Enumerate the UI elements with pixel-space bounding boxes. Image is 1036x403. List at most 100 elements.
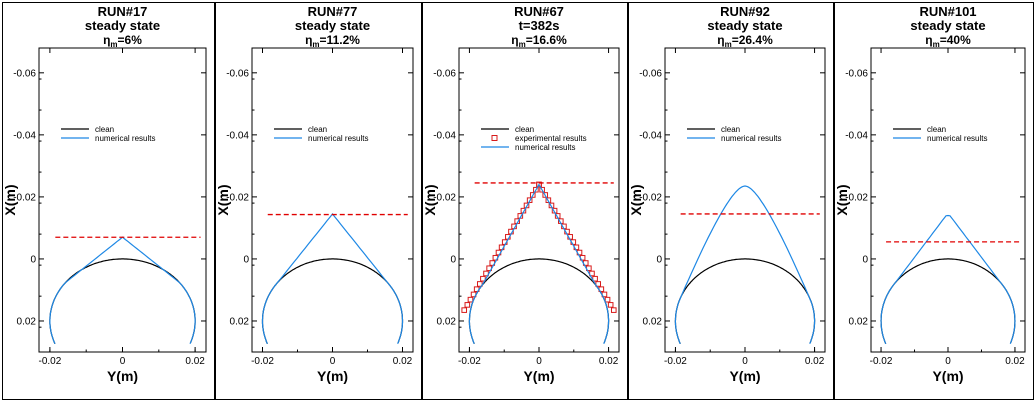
y-tick-label: 0 <box>243 254 249 265</box>
collection-efficiency-label: ηm=26.4% <box>717 33 773 49</box>
plot-area <box>880 214 1020 345</box>
y-tick-label: 0 <box>862 254 868 265</box>
panel-frame <box>834 2 1034 400</box>
y-tick-label: 0.02 <box>437 316 457 327</box>
x-tick-label: 0 <box>742 356 748 367</box>
panel-frame <box>215 2 422 400</box>
y-tick-label: 0.02 <box>849 316 869 327</box>
chart-subtitle: steady state <box>910 18 985 33</box>
experimental-marker <box>529 192 536 198</box>
experimental-marker <box>536 181 542 188</box>
legend-label: experimental results <box>515 134 587 143</box>
y-tick-label: -0.04 <box>433 130 456 141</box>
y-tick-label: -0.06 <box>226 68 249 79</box>
panel-frame <box>628 2 834 400</box>
legend-label: clean <box>515 125 534 134</box>
y-tick-label: -0.06 <box>845 68 868 79</box>
legend-label: numerical results <box>308 134 368 143</box>
numerical-results-line <box>468 183 610 345</box>
x-tick-label: 0 <box>330 356 336 367</box>
panel-frame <box>422 2 628 400</box>
experimental-marker <box>595 281 602 287</box>
y-tick-label: -0.04 <box>226 130 249 141</box>
experimental-marker <box>464 302 471 308</box>
x-tick-label: -0.02 <box>251 356 274 367</box>
x-axis-label: Y(m) <box>523 368 554 384</box>
y-axis-label: X(m) <box>215 184 231 215</box>
panel-frame <box>2 2 215 400</box>
y-tick-label: -0.02 <box>433 192 456 203</box>
experimental-marker <box>604 296 611 303</box>
plot-area <box>674 185 820 345</box>
experimental-marker <box>467 296 474 303</box>
legend-label: clean <box>721 125 740 134</box>
chart-title: RUN#77 <box>308 4 358 19</box>
legend-label: numerical results <box>721 134 781 143</box>
experimental-marker <box>607 302 614 308</box>
collection-efficiency-label: ηm=11.2% <box>305 33 360 49</box>
legend-label: clean <box>927 125 946 134</box>
chart-title: RUN#92 <box>720 4 770 19</box>
x-axis-label: Y(m) <box>932 368 963 384</box>
legend-label: numerical results <box>95 134 155 143</box>
y-tick-label: -0.02 <box>226 192 249 203</box>
x-tick-label: -0.02 <box>664 356 687 367</box>
x-tick-label: 0.02 <box>393 356 413 367</box>
chart-title: RUN#17 <box>98 4 148 19</box>
collection-efficiency-label: ηm=6% <box>103 33 142 49</box>
experimental-marker <box>545 197 552 203</box>
x-tick-label: 0 <box>945 356 951 367</box>
plot-area <box>49 236 201 345</box>
x-tick-label: 0 <box>120 356 126 367</box>
experimental-marker <box>533 186 539 193</box>
experimental-marker <box>476 281 483 287</box>
x-axis-label: Y(m) <box>107 368 138 384</box>
y-tick-label: 0 <box>656 254 662 265</box>
x-axis-label: Y(m) <box>729 368 760 384</box>
chart-subtitle: t=382s <box>519 18 560 33</box>
legend-label: clean <box>308 125 327 134</box>
legend-label: numerical results <box>927 134 987 143</box>
chart-title: RUN#101 <box>919 4 976 19</box>
x-axis-label: Y(m) <box>317 368 348 384</box>
plot-area <box>261 213 408 345</box>
y-tick-label: -0.02 <box>639 192 662 203</box>
legend-label: numerical results <box>515 143 575 152</box>
chart-subtitle: steady state <box>85 18 160 33</box>
x-tick-label: 0.02 <box>805 356 825 367</box>
y-tick-label: -0.06 <box>13 68 36 79</box>
y-tick-label: -0.04 <box>845 130 868 141</box>
legend-label: clean <box>95 125 114 134</box>
collection-efficiency-label: ηm=16.6% <box>511 33 567 49</box>
y-axis-label: X(m) <box>628 184 644 215</box>
y-tick-label: 0.02 <box>17 316 37 327</box>
y-axis-label: X(m) <box>2 184 18 215</box>
chart-title: RUN#67 <box>514 4 564 19</box>
y-tick-label: -0.06 <box>433 68 456 79</box>
y-axis-label: X(m) <box>834 184 850 215</box>
x-tick-label: 0.02 <box>185 356 205 367</box>
y-tick-label: -0.04 <box>639 130 662 141</box>
x-tick-label: 0.02 <box>1005 356 1025 367</box>
x-tick-label: -0.02 <box>870 356 893 367</box>
y-tick-label: -0.04 <box>13 130 36 141</box>
experimental-marker <box>610 307 617 313</box>
plot-area <box>461 181 617 345</box>
y-tick-label: -0.06 <box>639 68 662 79</box>
experimental-marker <box>539 186 545 193</box>
x-tick-label: -0.02 <box>38 356 61 367</box>
experimental-marker <box>526 197 533 203</box>
y-axis-label: X(m) <box>422 184 438 215</box>
x-tick-label: 0.02 <box>599 356 619 367</box>
y-tick-label: 0.02 <box>643 316 663 327</box>
y-tick-label: 0.02 <box>230 316 250 327</box>
y-tick-label: 0 <box>450 254 456 265</box>
numerical-results-line <box>674 185 816 345</box>
legend-marker <box>491 135 498 141</box>
x-tick-label: 0 <box>536 356 542 367</box>
